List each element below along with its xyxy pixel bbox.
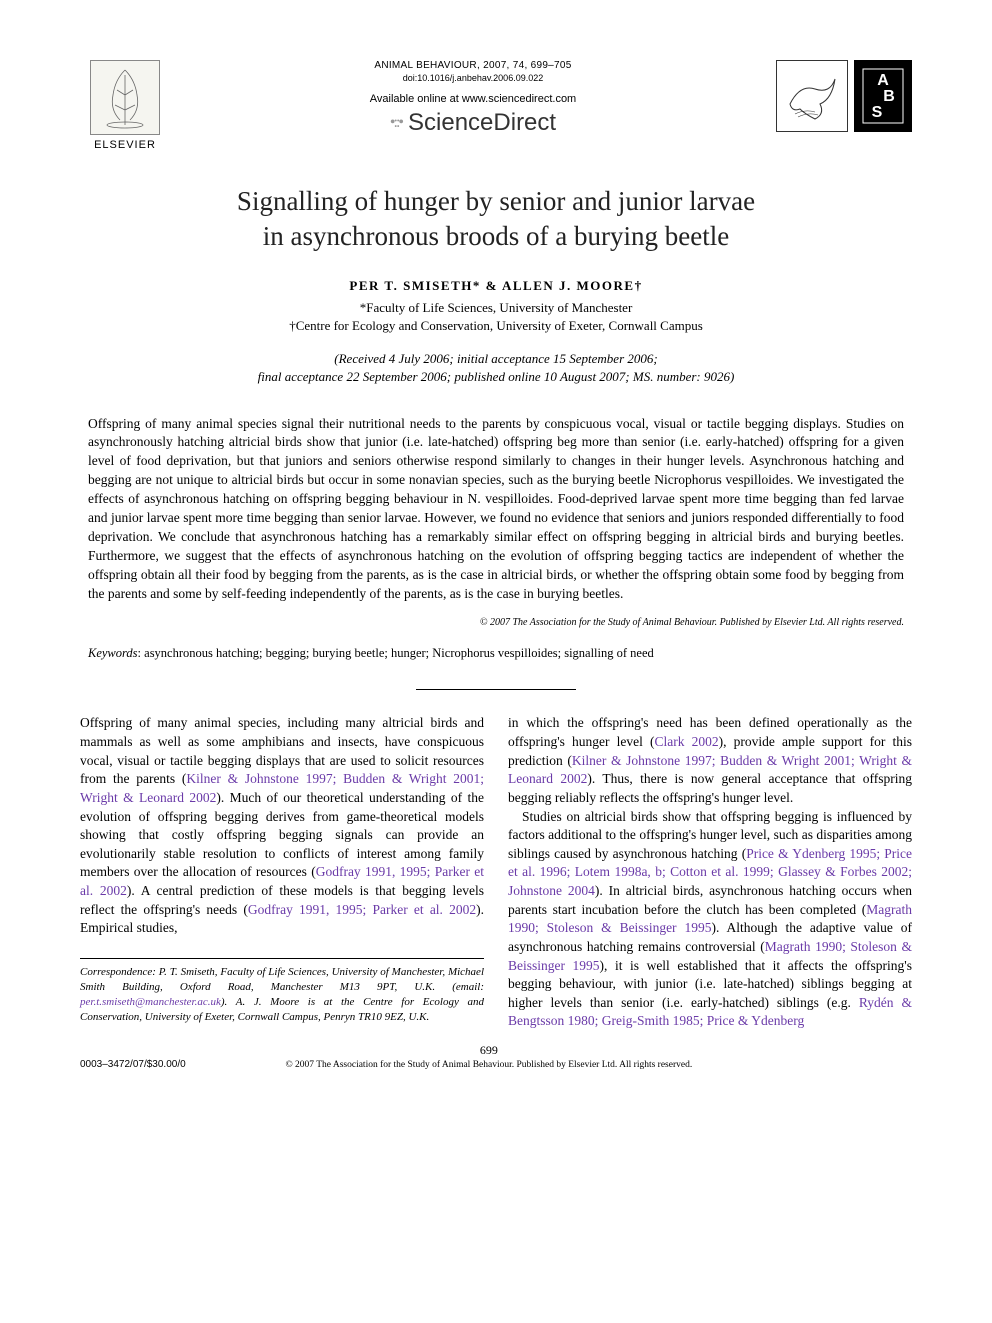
left-column: Offspring of many animal species, includ…: [80, 714, 484, 1031]
body-paragraph: in which the offspring's need has been d…: [508, 714, 912, 807]
page-number: 699: [186, 1043, 792, 1058]
correspondence-footnote: Correspondence: P. T. Smiseth, Faculty o…: [80, 958, 484, 1024]
svg-text:S: S: [872, 104, 883, 121]
authors: PER T. SMISETH* & ALLEN J. MOORE†: [80, 278, 912, 294]
keywords-text: : asynchronous hatching; begging; buryin…: [138, 646, 654, 660]
abstract-copyright: © 2007 The Association for the Study of …: [88, 617, 904, 628]
elsevier-logo-block: ELSEVIER: [80, 60, 170, 160]
sciencedirect-dots-icon: •::•: [390, 114, 402, 132]
journal-bird-logo-icon: [776, 60, 848, 132]
citation[interactable]: Godfray 1991, 1995; Parker et al. 2002: [248, 902, 476, 917]
right-logos: A B S: [776, 60, 912, 132]
svg-text:A: A: [877, 72, 889, 89]
available-online: Available online at www.sciencedirect.co…: [180, 93, 766, 105]
sciencedirect-row: •::• ScienceDirect: [180, 109, 766, 137]
body-paragraph: Studies on altricial birds show that off…: [508, 808, 912, 1032]
body-paragraph: Offspring of many animal species, includ…: [80, 714, 484, 938]
dates-line-2: final acceptance 22 September 2006; publ…: [258, 369, 735, 384]
manuscript-dates: (Received 4 July 2006; initial acceptanc…: [80, 350, 912, 386]
keywords-label: Keywords: [88, 646, 138, 660]
article-title: Signalling of hunger by senior and junio…: [120, 184, 872, 254]
title-line-2: in asynchronous broods of a burying beet…: [263, 221, 729, 251]
affiliation-1: *Faculty of Life Sciences, University of…: [80, 300, 912, 316]
abstract: Offspring of many animal species signal …: [88, 415, 904, 604]
title-line-1: Signalling of hunger by senior and junio…: [237, 186, 755, 216]
abs-logo: A B S: [854, 60, 912, 132]
svg-text:B: B: [883, 88, 895, 105]
doi: doi:10.1016/j.anbehav.2006.09.022: [180, 73, 766, 83]
journal-citation: ANIMAL BEHAVIOUR, 2007, 74, 699–705: [180, 60, 766, 71]
header-center: ANIMAL BEHAVIOUR, 2007, 74, 699–705 doi:…: [170, 60, 776, 137]
footer-center: 699 © 2007 The Association for the Study…: [186, 1043, 792, 1070]
footer-copyright: © 2007 The Association for the Study of …: [186, 1060, 792, 1070]
elsevier-label: ELSEVIER: [94, 139, 156, 151]
right-column: in which the offspring's need has been d…: [508, 714, 912, 1031]
page-footer: 0003–3472/07/$30.00/0 699 © 2007 The Ass…: [80, 1043, 912, 1070]
header-row: ELSEVIER ANIMAL BEHAVIOUR, 2007, 74, 699…: [80, 60, 912, 160]
keywords: Keywords: asynchronous hatching; begging…: [88, 646, 904, 661]
dates-line-1: (Received 4 July 2006; initial acceptanc…: [334, 351, 657, 366]
correspondence-email[interactable]: per.t.smiseth@manchester.ac.uk: [80, 996, 221, 1008]
affiliation-2: †Centre for Ecology and Conservation, Un…: [80, 318, 912, 334]
citation[interactable]: Clark 2002: [655, 734, 719, 749]
sciencedirect-label: ScienceDirect: [408, 109, 556, 137]
elsevier-tree-icon: [90, 60, 160, 135]
body-columns: Offspring of many animal species, includ…: [80, 714, 912, 1031]
issn-price: 0003–3472/07/$30.00/0: [80, 1059, 186, 1070]
section-divider: [416, 689, 576, 690]
